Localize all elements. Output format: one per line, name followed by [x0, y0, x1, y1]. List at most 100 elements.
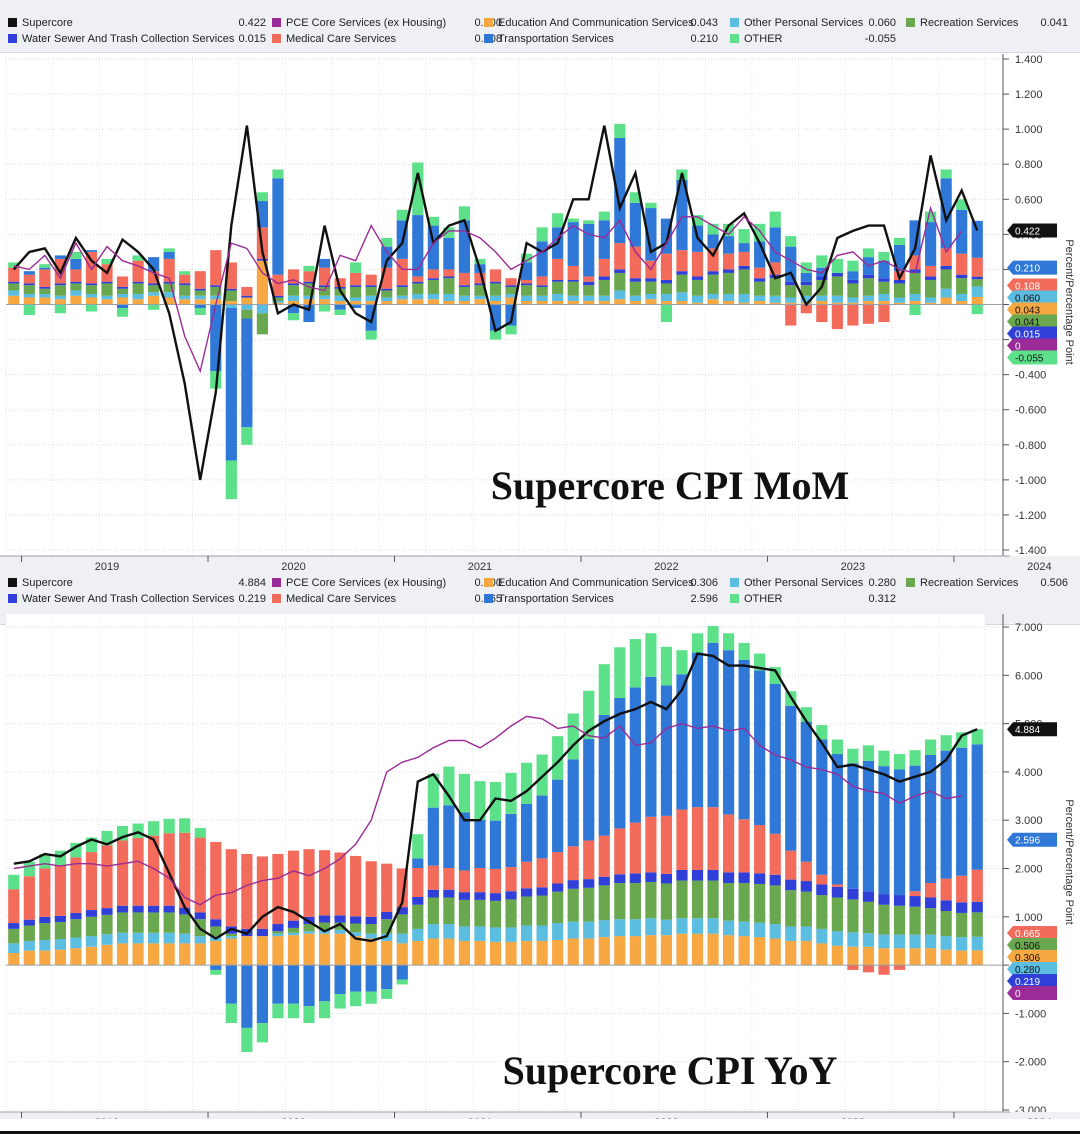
- bar-other_personal: [303, 931, 315, 934]
- bar-other: [101, 258, 113, 265]
- bar-other: [148, 821, 160, 836]
- bar-recreation: [862, 278, 875, 296]
- bar-medical: [272, 274, 284, 296]
- bar-education: [925, 948, 937, 966]
- bar-recreation: [583, 887, 595, 922]
- bar-transportation: [256, 201, 268, 228]
- bar-water: [552, 883, 564, 892]
- bar-other_personal: [583, 295, 595, 301]
- bar-other_personal: [691, 918, 704, 934]
- bar-other: [956, 199, 968, 210]
- bar-water: [287, 920, 300, 928]
- mom-legend-recreation[interactable]: Recreation Services 0.041: [906, 16, 1068, 30]
- bar-other: [660, 646, 673, 686]
- yoy-legend-transportation[interactable]: Transportation Services 2.596: [484, 592, 718, 606]
- bar-transportation: [427, 807, 439, 866]
- bar-recreation: [536, 895, 548, 926]
- bar-education: [754, 937, 766, 966]
- overlay-title: Supercore CPI YoY: [503, 1048, 838, 1093]
- bar-recreation: [909, 272, 921, 294]
- mom-legend-supercore[interactable]: Supercore 0.422: [8, 16, 266, 30]
- mom-legend-education[interactable]: Education And Communication Services 0.04…: [484, 16, 718, 30]
- bar-medical: [23, 274, 35, 284]
- value-tag-label: 4.884: [1015, 725, 1040, 736]
- bar-other: [816, 255, 828, 268]
- bar-transportation: [318, 965, 331, 1002]
- mom-chart-plot: 1.4001.2001.0000.8000.6000.4000.2000-0.2…: [0, 54, 1080, 572]
- bar-water: [598, 876, 610, 886]
- bar-medical: [785, 304, 797, 326]
- bar-other_personal: [39, 293, 51, 298]
- bar-other: [893, 237, 906, 245]
- bar-recreation: [85, 916, 98, 937]
- bar-transportation: [847, 271, 859, 280]
- bar-transportation: [785, 246, 797, 282]
- bar-other: [412, 162, 424, 216]
- bar-education: [878, 300, 890, 305]
- bar-medical: [940, 248, 952, 266]
- bar-other: [536, 227, 548, 242]
- bar-recreation: [132, 283, 144, 294]
- bar-recreation: [163, 283, 175, 293]
- bar-recreation: [381, 919, 393, 934]
- bar-other: [598, 664, 610, 715]
- yoy-legend-pce[interactable]: PCE Core Services (ex Housing)0.000: [272, 576, 502, 590]
- mom-legend-other-personal[interactable]: Other Personal Services 0.060: [730, 16, 896, 30]
- bar-other: [427, 216, 439, 226]
- mom-legend-water[interactable]: Water Sewer And Trash Collection Service…: [8, 32, 266, 46]
- bar-medical: [676, 250, 688, 272]
- bar-other: [831, 739, 843, 755]
- mom-legend-other[interactable]: OTHER -0.055: [730, 32, 896, 46]
- bar-water: [878, 278, 890, 282]
- bar-other: [54, 304, 66, 314]
- yoy-legend-other-personal[interactable]: Other Personal Services 0.280: [730, 576, 896, 590]
- bar-recreation: [629, 281, 641, 296]
- bar-water: [520, 283, 533, 286]
- yoy-legend-recreation[interactable]: Recreation Services 0.506: [906, 576, 1068, 590]
- bar-transportation: [148, 257, 160, 272]
- bar-water: [800, 281, 812, 286]
- y-tick-label: 3.000: [1015, 815, 1043, 827]
- bar-recreation: [116, 288, 129, 294]
- bar-recreation: [520, 285, 533, 296]
- bar-water: [179, 907, 191, 915]
- mom-legend-transportation[interactable]: Transportation Services 0.210: [484, 32, 718, 46]
- bar-other_personal: [909, 293, 921, 301]
- bar-recreation: [8, 283, 20, 291]
- bar-other_personal: [489, 295, 502, 301]
- bar-recreation: [909, 906, 921, 935]
- bar-education: [396, 943, 408, 966]
- bar-education: [645, 935, 657, 966]
- yoy-legend-water[interactable]: Water Sewer And Trash Collection Service…: [8, 592, 266, 606]
- bar-water: [272, 295, 284, 298]
- y-tick-label: -0.800: [1015, 440, 1046, 452]
- bar-other: [365, 991, 377, 1004]
- bar-other_personal: [225, 304, 237, 309]
- bar-recreation: [443, 897, 455, 925]
- bar-transportation: [412, 858, 424, 869]
- yoy-legend-supercore[interactable]: Supercore 4.884: [8, 576, 266, 590]
- bar-other: [179, 271, 191, 275]
- y-tick-label: -1.000: [1015, 1008, 1046, 1020]
- bar-recreation: [831, 276, 843, 296]
- mom-legend-pce[interactable]: PCE Core Services (ex Housing)0.000: [272, 16, 502, 30]
- bar-water: [520, 888, 533, 897]
- yoy-legend-other[interactable]: OTHER 0.312: [730, 592, 896, 606]
- bar-recreation: [878, 281, 890, 294]
- bar-medical: [85, 852, 98, 911]
- bar-medical: [381, 863, 393, 912]
- bar-other_personal: [365, 295, 377, 301]
- bar-other_personal: [660, 293, 673, 301]
- yoy-legend-education[interactable]: Education And Communication Services 0.30…: [484, 576, 718, 590]
- bar-recreation: [847, 283, 859, 298]
- value-tag-label: 0.108: [1015, 282, 1040, 293]
- bar-education: [350, 936, 362, 966]
- bar-education: [350, 300, 362, 305]
- line-supercore: [12, 125, 979, 481]
- bar-other_personal: [179, 933, 191, 944]
- bar-water: [785, 281, 797, 286]
- bar-transportation: [505, 304, 517, 326]
- bar-other_personal: [505, 927, 517, 942]
